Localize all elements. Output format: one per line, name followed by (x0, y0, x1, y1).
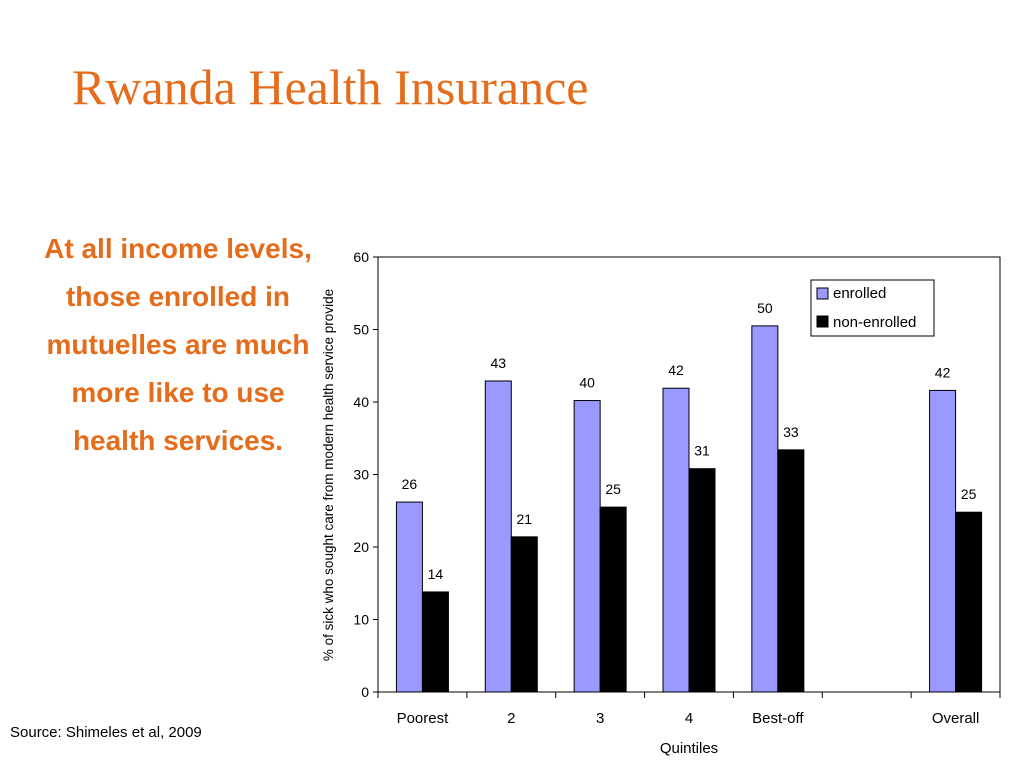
slide-title: Rwanda Health Insurance (72, 59, 589, 115)
data-label-enrolled: 26 (402, 476, 418, 492)
legend-frame (810, 279, 935, 337)
x-axis-label: Quintiles (660, 740, 718, 757)
legend-swatch-non-enrolled (816, 315, 829, 328)
y-tick-label: 50 (353, 322, 369, 338)
claim-text: At all income levels, those enrolled in … (44, 233, 312, 456)
bar-enrolled (662, 387, 690, 693)
x-tick-label: Best-off (752, 710, 804, 727)
data-label-enrolled: 40 (579, 375, 595, 391)
data-label-non-enrolled: 25 (961, 486, 977, 502)
bar-enrolled (929, 389, 957, 693)
x-tick-label: 4 (685, 710, 693, 727)
y-axis-label: % of sick who sought care from modern he… (321, 289, 336, 661)
bar-enrolled (484, 380, 512, 693)
x-tick-label: Overall (932, 710, 980, 727)
bar-enrolled (751, 325, 779, 693)
data-label-non-enrolled: 33 (783, 424, 799, 440)
y-tick-label: 30 (353, 467, 369, 483)
y-tick-label: 60 (353, 249, 369, 265)
bar-non-enrolled (599, 506, 627, 693)
legend-label-enrolled: enrolled (833, 285, 886, 302)
bar-non-enrolled (955, 511, 983, 693)
x-tick-label: 2 (507, 710, 515, 727)
x-tick-label: Poorest (397, 710, 450, 727)
data-label-non-enrolled: 31 (694, 443, 710, 459)
bar-enrolled (573, 400, 601, 693)
data-label-non-enrolled: 21 (516, 511, 532, 527)
data-label-non-enrolled: 14 (428, 566, 444, 582)
bar-non-enrolled (421, 591, 449, 693)
x-tick-label: 3 (596, 710, 604, 727)
data-label-enrolled: 43 (490, 355, 506, 371)
legend-label-non-enrolled: non-enrolled (833, 314, 916, 331)
source-note: Source: Shimeles et al, 2009 (10, 724, 202, 741)
data-label-enrolled: 50 (757, 300, 773, 316)
y-tick-label: 40 (353, 394, 369, 410)
bar-non-enrolled (688, 468, 716, 693)
bar-enrolled (395, 501, 423, 693)
y-tick-label: 20 (353, 539, 369, 555)
legend: enrolled non-enrolled (810, 279, 935, 337)
y-tick-label: 10 (353, 612, 369, 628)
data-label-enrolled: 42 (668, 362, 684, 378)
legend-swatch-enrolled (816, 287, 829, 300)
bar-non-enrolled (510, 536, 538, 693)
bar-non-enrolled (777, 449, 805, 693)
y-tick-label: 0 (361, 684, 369, 700)
data-label-enrolled: 42 (935, 364, 951, 380)
data-label-non-enrolled: 25 (605, 481, 621, 497)
